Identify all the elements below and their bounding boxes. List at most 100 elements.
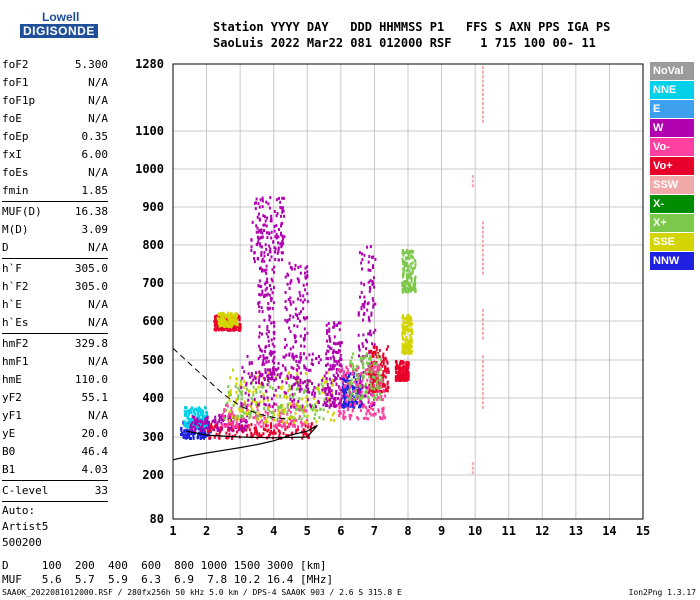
y-tick-label: 600 [142, 314, 164, 328]
param-row-ye: yE 20.0 [2, 425, 108, 443]
data-point [315, 357, 318, 360]
data-point [353, 397, 356, 401]
data-point [321, 378, 324, 382]
data-point [195, 420, 198, 424]
data-point [249, 411, 252, 415]
data-point [250, 381, 253, 385]
data-point [339, 353, 342, 357]
data-point [311, 352, 314, 356]
data-point [240, 386, 243, 390]
data-point [325, 364, 327, 367]
data-point [202, 434, 205, 438]
data-point [304, 271, 306, 275]
data-point [276, 212, 279, 215]
data-point [262, 392, 265, 396]
data-point [260, 228, 263, 232]
data-point [401, 281, 404, 285]
data-point [274, 258, 277, 261]
data-point [271, 405, 274, 409]
data-point [249, 414, 252, 418]
data-point [197, 412, 200, 416]
data-point-ssw [481, 355, 484, 359]
data-point [336, 351, 339, 355]
data-point [240, 390, 243, 394]
data-point [273, 321, 276, 325]
data-point [225, 408, 227, 412]
data-point [410, 272, 413, 276]
data-point [384, 365, 387, 369]
param-row-fxi: fxI 6.00 [2, 146, 108, 164]
data-point [225, 328, 228, 332]
data-point [345, 365, 348, 369]
data-point [233, 324, 236, 327]
data-point [271, 350, 274, 354]
data-point [291, 393, 294, 396]
data-point [247, 393, 250, 397]
data-point [274, 235, 277, 239]
data-point [349, 362, 352, 366]
data-point [337, 341, 340, 345]
data-point [314, 391, 316, 395]
data-point [411, 329, 414, 333]
data-point [183, 409, 186, 413]
data-point [253, 260, 256, 264]
data-point [312, 363, 314, 366]
data-point [218, 432, 221, 436]
data-point [273, 378, 276, 382]
data-point [294, 377, 297, 380]
data-point [192, 408, 195, 412]
data-point [408, 284, 411, 287]
data-point [258, 325, 261, 329]
data-point [403, 329, 406, 333]
data-point [206, 430, 209, 434]
param-key: foF1p [2, 94, 36, 107]
data-point-ssw [481, 84, 484, 88]
data-point [359, 295, 361, 299]
data-point [311, 358, 314, 362]
y-tick-label: 900 [142, 200, 164, 214]
data-point [406, 251, 409, 255]
data-point [401, 323, 404, 327]
data-point [407, 342, 410, 346]
data-point [285, 343, 288, 347]
header-labels: Station YYYY DAY DDD HHMMSS P1 FFS S AXN… [213, 20, 611, 34]
data-point [362, 405, 365, 409]
data-point [216, 422, 219, 426]
y-tick-label: 300 [142, 430, 164, 444]
data-point [358, 389, 361, 393]
data-point [264, 410, 267, 414]
data-point [284, 299, 287, 303]
data-point [255, 413, 258, 417]
data-point [245, 411, 247, 415]
data-point [259, 266, 262, 270]
legend-entry-nnw: NNW [650, 252, 694, 270]
y-tick-label: 1100 [135, 124, 164, 138]
param-key: h`E [2, 298, 22, 311]
data-point [361, 303, 364, 307]
param-separator [2, 333, 108, 334]
data-point-ssw [481, 271, 484, 275]
data-point [284, 306, 287, 309]
data-point [407, 377, 410, 381]
data-point [275, 425, 278, 429]
data-point [365, 338, 367, 342]
data-point [334, 377, 337, 381]
data-point [277, 235, 280, 239]
data-point [186, 430, 189, 434]
data-point [403, 288, 406, 292]
data-point [318, 355, 320, 359]
data-point [373, 384, 376, 387]
data-point [356, 382, 359, 386]
data-point [191, 418, 194, 421]
data-point [229, 422, 232, 426]
data-point [322, 377, 325, 381]
data-point [278, 196, 280, 200]
x-tick-label: 8 [404, 524, 411, 538]
data-point [401, 330, 404, 334]
data-point [357, 376, 360, 380]
data-point [280, 408, 283, 412]
footer-info: SAA0K_2022081012000.RSF / 280fx256h 50 k… [2, 588, 402, 597]
data-point [231, 437, 233, 440]
data-point [269, 349, 272, 353]
param-value: N/A [88, 409, 108, 422]
